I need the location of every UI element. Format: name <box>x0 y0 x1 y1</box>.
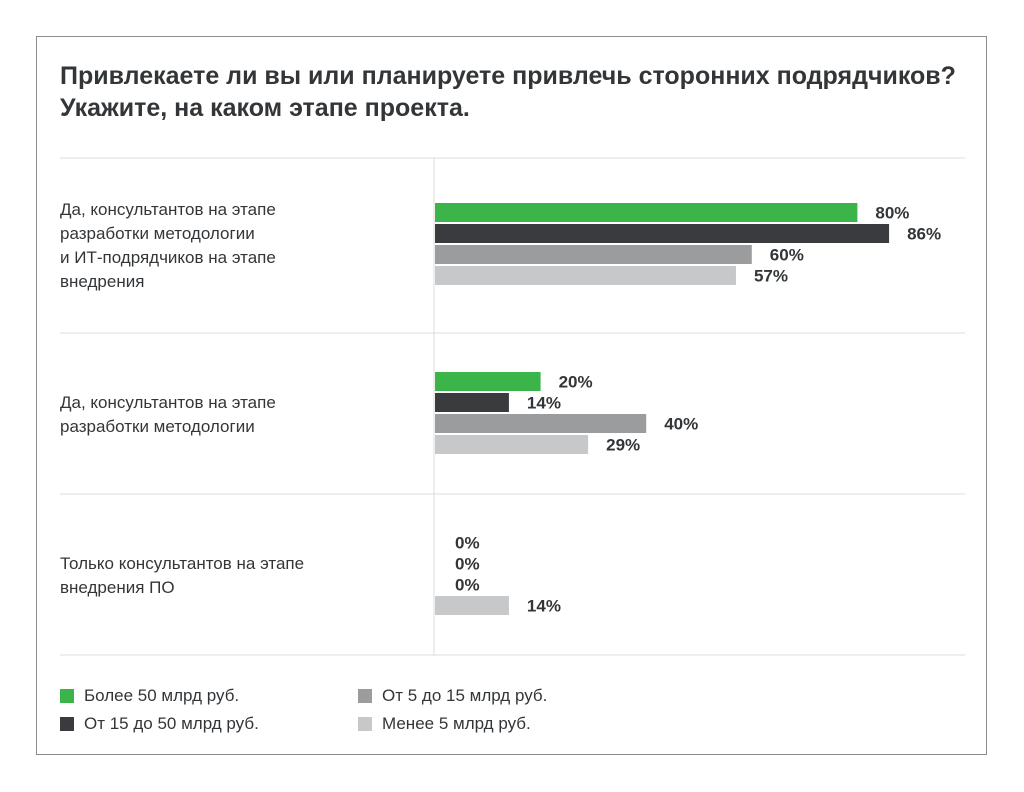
category-label-line: внедрения ПО <box>60 578 175 597</box>
data-label: 86% <box>907 225 941 244</box>
category-label-line: разработки методологии <box>60 417 255 436</box>
bar <box>435 224 890 243</box>
data-label: 57% <box>754 267 788 286</box>
category-label-line: внедрения <box>60 272 145 291</box>
bar <box>435 203 858 222</box>
legend-item: Менее 5 млрд руб. <box>358 714 531 734</box>
data-label: 0% <box>455 555 480 574</box>
category-label: Да, консультантов на этапе разработки мет… <box>60 391 400 439</box>
bar <box>435 435 589 454</box>
legend-swatch <box>358 689 372 703</box>
legend-item: Более 50 млрд руб. <box>60 686 239 706</box>
data-label: 20% <box>559 373 593 392</box>
legend-label: От 5 до 15 млрд руб. <box>382 686 548 705</box>
chart-title: Привлекаете ли вы или планируете привлеч… <box>60 62 956 122</box>
bar <box>435 414 647 433</box>
legend-swatch <box>60 689 74 703</box>
category-label-line: разработки методологии <box>60 224 255 243</box>
data-label: 0% <box>455 576 480 595</box>
bar <box>435 245 752 264</box>
legend-label: От 15 до 50 млрд руб. <box>84 714 259 733</box>
data-label: 14% <box>527 597 561 616</box>
legend-label: Более 50 млрд руб. <box>84 686 240 705</box>
legend-item: От 15 до 50 млрд руб. <box>60 714 259 734</box>
data-label: 80% <box>875 204 909 223</box>
category-label-line: Да, консультантов на этапе <box>60 200 276 219</box>
legend-swatch <box>358 717 372 731</box>
bar <box>435 266 736 285</box>
bar <box>435 393 509 412</box>
legend-label: Менее 5 млрд руб. <box>382 714 531 733</box>
category-label-line: Только консультантов на этапе <box>60 554 305 573</box>
legend-item: От 5 до 15 млрд руб. <box>358 686 547 706</box>
bar <box>435 596 509 615</box>
category-label: Да, консультантов на этапе разработки мет… <box>60 198 400 294</box>
legend-swatch <box>60 717 74 731</box>
category-label-line: Да, консультантов на этапе <box>60 393 276 412</box>
data-label: 40% <box>664 415 698 434</box>
data-label: 29% <box>606 436 640 455</box>
data-label: 14% <box>527 394 561 413</box>
category-label: Только консультантов на этапе внедрения П… <box>60 552 400 600</box>
bar <box>435 372 541 391</box>
legend: Более 50 млрд руб. От 15 до 50 млрд руб. О… <box>60 686 660 746</box>
data-label: 0% <box>455 534 480 553</box>
category-label-line: и ИТ-подрядчиков на этапе <box>60 248 276 267</box>
chart-frame <box>36 36 987 755</box>
data-label: 60% <box>770 246 804 265</box>
